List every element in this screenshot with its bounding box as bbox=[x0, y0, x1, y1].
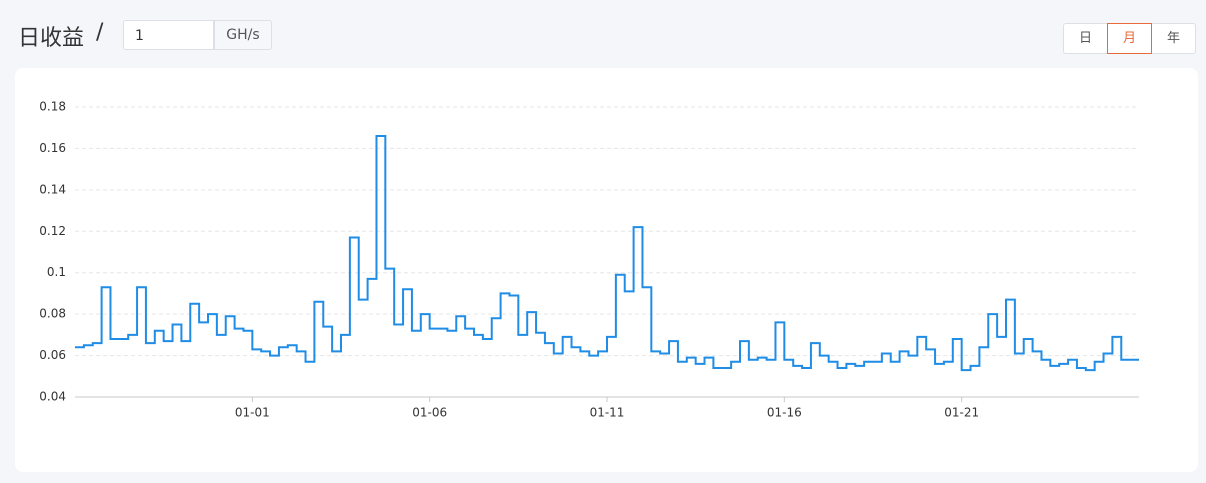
y-tick-label: 0.08 bbox=[39, 307, 66, 321]
x-tick-label: 01-16 bbox=[767, 406, 802, 420]
page-title: 日收益 bbox=[18, 26, 85, 51]
chart-card bbox=[15, 68, 1198, 472]
y-tick-label: 0.18 bbox=[39, 100, 66, 114]
x-tick-label: 01-11 bbox=[590, 406, 625, 420]
x-tick-label: 01-06 bbox=[412, 406, 447, 420]
x-tick-label: 01-21 bbox=[944, 406, 979, 420]
separator: / bbox=[96, 20, 104, 45]
y-tick-label: 0.06 bbox=[39, 348, 66, 362]
series-line bbox=[75, 135, 1139, 372]
hashrate-input[interactable]: 1 bbox=[123, 20, 214, 50]
y-tick-label: 0.12 bbox=[39, 224, 66, 238]
y-tick-label: 0.04 bbox=[39, 390, 66, 404]
x-tick-label: 01-01 bbox=[235, 406, 270, 420]
y-tick-label: 0.16 bbox=[39, 141, 66, 155]
unit-addon: GH/s bbox=[214, 20, 272, 50]
period-button[interactable]: 月 bbox=[1107, 23, 1152, 54]
y-tick-label: 0.14 bbox=[39, 182, 66, 196]
period-switch: 日月年 bbox=[1063, 23, 1196, 54]
y-tick-label: 0.1 bbox=[47, 265, 66, 279]
